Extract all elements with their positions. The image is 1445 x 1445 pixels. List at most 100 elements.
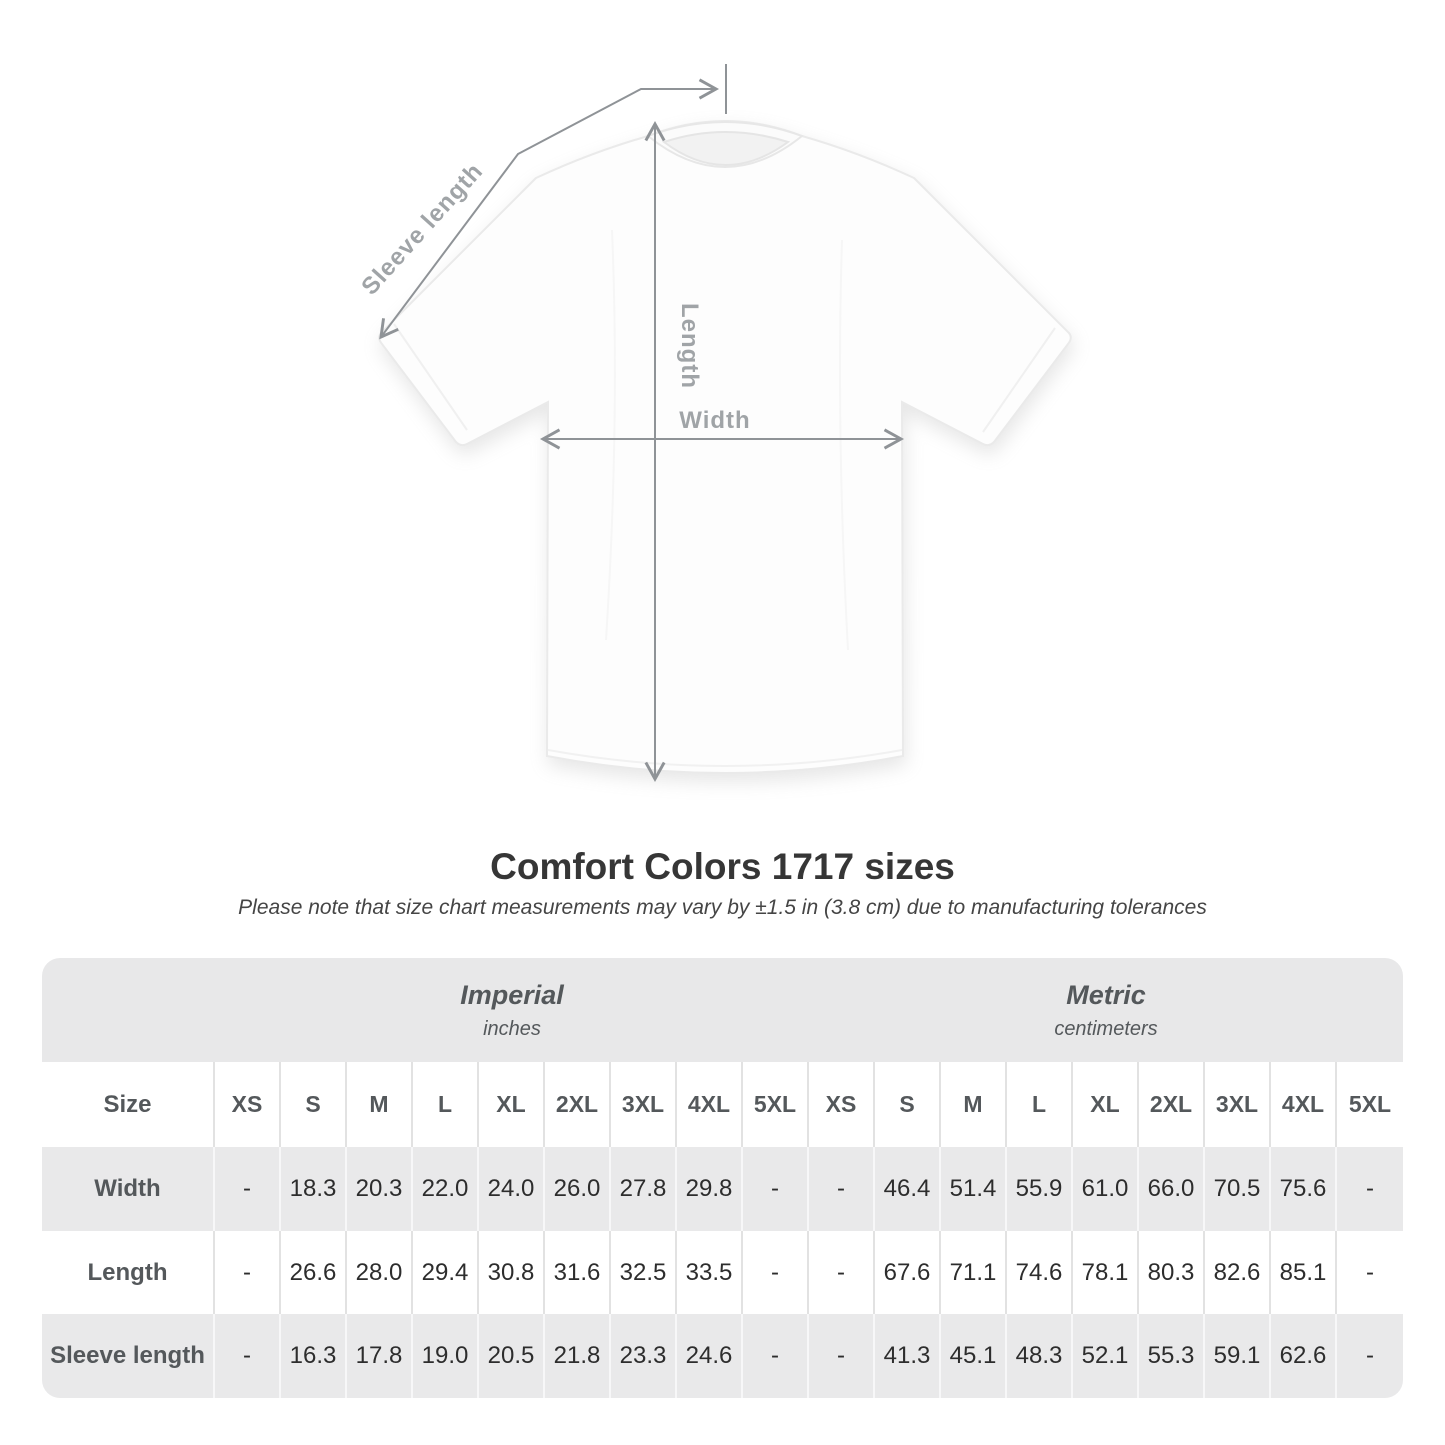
unit-header-imperial: Imperial inches — [215, 958, 809, 1062]
right-sleeve-seam — [982, 327, 1056, 433]
measurement-value-imperial: 31.6 — [545, 1231, 611, 1314]
measurement-value-imperial: 26.0 — [545, 1147, 611, 1231]
measurement-value-metric: 71.1 — [941, 1231, 1007, 1314]
table-row-width: Width -18.3 20.3 22.0 24.0 26.0 27.8 29.8- -46.… — [42, 1147, 1403, 1231]
measurement-value-imperial: 16.3 — [281, 1314, 347, 1398]
metric-label: Metric — [1066, 979, 1146, 1010]
measurement-value-imperial: 32.5 — [611, 1231, 677, 1314]
tolerance-note: Please note that size chart measurements… — [238, 896, 1207, 919]
measurement-value-imperial: 19.0 — [413, 1314, 479, 1398]
measurement-value-metric: - — [809, 1231, 875, 1314]
size-column-header-imperial: L — [413, 1062, 479, 1147]
unit-header-band: Imperial inches Metric centimeters — [42, 958, 1403, 1062]
measurement-value-metric: 46.4 — [875, 1147, 941, 1231]
size-column-header-imperial: XL — [479, 1062, 545, 1147]
measurement-value-metric: 82.6 — [1205, 1231, 1271, 1314]
imperial-unit-label: inches — [483, 1017, 541, 1040]
measurement-value-imperial: - — [743, 1147, 809, 1231]
measurement-value-imperial: 30.8 — [479, 1231, 545, 1314]
size-header-row: Size XS S M L XL 2XL 3XL 4XL 5XL XS S M L XL 2XL 3XL 4XL… — [42, 1062, 1403, 1147]
size-column-header-imperial: 2XL — [545, 1062, 611, 1147]
measurement-value-metric: 55.9 — [1007, 1147, 1073, 1231]
measurement-value-imperial: - — [743, 1314, 809, 1398]
size-column-header-metric: XL — [1073, 1062, 1139, 1147]
size-column-header-metric: 2XL — [1139, 1062, 1205, 1147]
page-title: Comfort Colors 1717 sizes — [490, 846, 955, 887]
row-label-length: Length — [42, 1231, 215, 1314]
measurement-value-imperial: 21.8 — [545, 1314, 611, 1398]
size-column-header-imperial: 5XL — [743, 1062, 809, 1147]
measurement-value-metric: 52.1 — [1073, 1314, 1139, 1398]
measurement-value-imperial: - — [215, 1314, 281, 1398]
size-column-header-metric: M — [941, 1062, 1007, 1147]
measurement-value-metric: 59.1 — [1205, 1314, 1271, 1398]
left-sleeve-seam — [393, 323, 468, 431]
measurement-value-metric: 48.3 — [1007, 1314, 1073, 1398]
measurement-value-imperial: 20.5 — [479, 1314, 545, 1398]
measurement-value-metric: 70.5 — [1205, 1147, 1271, 1231]
measurement-value-metric: 61.0 — [1073, 1147, 1139, 1231]
table-row-sleeve-length: Sleeve length -16.3 17.8 19.0 20.5 21.8 23.3 2… — [42, 1314, 1403, 1398]
measurement-value-imperial: 28.0 — [347, 1231, 413, 1314]
imperial-label: Imperial — [460, 979, 564, 1010]
measurement-value-imperial: 29.8 — [677, 1147, 743, 1231]
measurement-value-metric: - — [809, 1314, 875, 1398]
measurement-value-imperial: 24.0 — [479, 1147, 545, 1231]
measurement-value-metric: - — [1366, 1342, 1374, 1369]
size-column-header-metric: L — [1007, 1062, 1073, 1147]
measurement-value-metric: 45.1 — [941, 1314, 1007, 1398]
measurement-value-metric: - — [1366, 1258, 1374, 1286]
row-label-sleeve-length: Sleeve length — [42, 1314, 215, 1398]
unit-header-metric: Metric centimeters — [809, 958, 1403, 1062]
measurement-value-imperial: 18.3 — [281, 1147, 347, 1231]
width-label: Width — [679, 407, 750, 434]
size-column-header-imperial: M — [347, 1062, 413, 1147]
measurement-value-metric: 51.4 — [941, 1147, 1007, 1231]
measurement-value-imperial: 26.6 — [281, 1231, 347, 1314]
measurement-value-metric: 74.6 — [1007, 1231, 1073, 1314]
table-row-length: Length -26.6 28.0 29.4 30.8 31.6 32.5 33.5- -67… — [42, 1231, 1403, 1314]
size-column-header-imperial: XS — [215, 1062, 281, 1147]
row-label-width: Width — [42, 1147, 215, 1231]
measurement-value-imperial: 20.3 — [347, 1147, 413, 1231]
size-corner-header: Size — [42, 1062, 215, 1147]
measurement-value-metric: 41.3 — [875, 1314, 941, 1398]
tshirt-graphic — [378, 120, 1072, 774]
size-column-header-metric: XS — [809, 1062, 875, 1147]
measurement-value-imperial: - — [743, 1231, 809, 1314]
size-column-header-metric: 5XL — [1348, 1091, 1392, 1117]
measurement-value-metric: 55.3 — [1139, 1314, 1205, 1398]
measurement-value-metric: 85.1 — [1271, 1231, 1337, 1314]
hem-seam — [547, 749, 903, 767]
measurement-value-metric: - — [1366, 1175, 1374, 1202]
measurement-value-imperial: 33.5 — [677, 1231, 743, 1314]
measurement-value-metric: 67.6 — [875, 1231, 941, 1314]
measurement-value-metric: 66.0 — [1139, 1147, 1205, 1231]
size-column-header-metric: S — [875, 1062, 941, 1147]
measurement-value-imperial: 22.0 — [413, 1147, 479, 1231]
measurement-value-imperial: - — [215, 1147, 281, 1231]
measurement-value-imperial: 24.6 — [677, 1314, 743, 1398]
measurement-value-metric: 78.1 — [1073, 1231, 1139, 1314]
tshirt-diagram-svg: Sleeve length Length Width — [356, 64, 1072, 783]
measurement-value-metric: 80.3 — [1139, 1231, 1205, 1314]
size-column-header-imperial: S — [281, 1062, 347, 1147]
measurement-value-metric: - — [809, 1147, 875, 1231]
measurement-value-imperial: 29.4 — [413, 1231, 479, 1314]
size-column-header-metric: 3XL — [1205, 1062, 1271, 1147]
length-label: Length — [676, 303, 703, 389]
measurement-value-imperial: 27.8 — [611, 1147, 677, 1231]
sleeve-length-arrow — [379, 64, 727, 340]
measurement-value-imperial: 17.8 — [347, 1314, 413, 1398]
measurement-value-imperial: - — [215, 1231, 281, 1314]
measurement-value-imperial: 23.3 — [611, 1314, 677, 1398]
size-column-header-imperial: 4XL — [677, 1062, 743, 1147]
metric-unit-label: centimeters — [1054, 1017, 1158, 1040]
measurement-value-metric: 75.6 — [1271, 1147, 1337, 1231]
size-table: Imperial inches Metric centimeters Size … — [42, 958, 1403, 1398]
measurement-value-metric: 62.6 — [1271, 1314, 1337, 1398]
size-column-header-metric: 4XL — [1271, 1062, 1337, 1147]
size-column-header-imperial: 3XL — [611, 1062, 677, 1147]
tshirt-measurement-diagram: Sleeve length Length Width — [356, 64, 1072, 783]
